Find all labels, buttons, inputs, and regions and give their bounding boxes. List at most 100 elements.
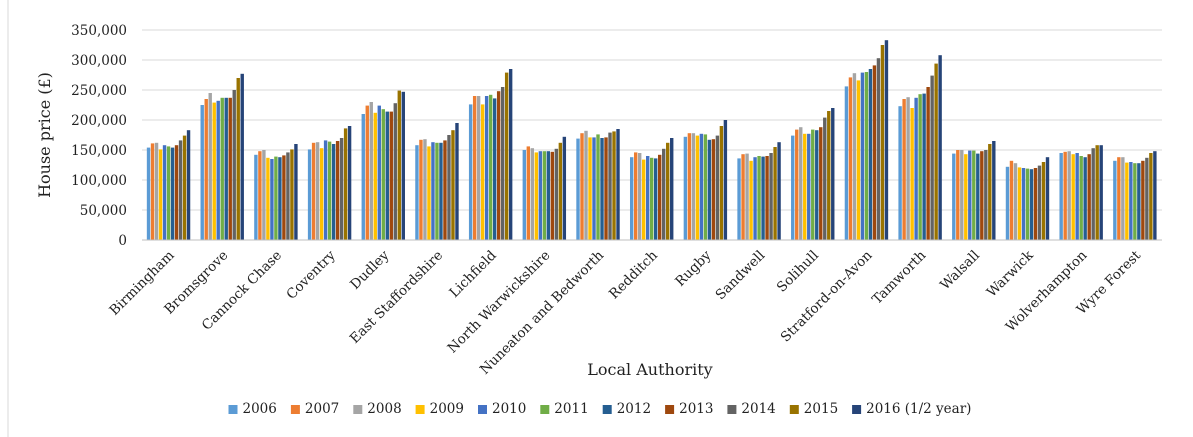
bar xyxy=(773,147,777,240)
y-tick-label: 250,000 xyxy=(71,83,127,99)
bar xyxy=(216,100,220,240)
bar xyxy=(208,93,212,240)
bar xyxy=(270,159,274,240)
bar xyxy=(596,134,600,240)
legend-label: 2006 xyxy=(243,401,277,417)
bar xyxy=(811,129,815,240)
bar xyxy=(1153,151,1157,240)
bar xyxy=(1095,145,1099,240)
bar xyxy=(699,133,704,240)
bar xyxy=(286,152,290,240)
bar xyxy=(393,103,397,240)
legend-item: 2006 xyxy=(228,401,277,417)
bar xyxy=(1137,163,1141,240)
bar xyxy=(232,90,236,240)
bar xyxy=(769,153,773,240)
bar xyxy=(976,153,980,240)
bars xyxy=(146,40,1157,241)
bar xyxy=(642,159,646,240)
bar xyxy=(972,150,976,240)
bar xyxy=(872,65,877,241)
bar xyxy=(926,87,930,240)
bar xyxy=(472,96,477,240)
bar xyxy=(500,87,505,240)
bar xyxy=(496,91,501,240)
bar xyxy=(576,138,580,240)
bar xyxy=(938,55,942,241)
bar xyxy=(480,104,485,241)
bar xyxy=(616,129,620,240)
legend-swatch xyxy=(852,405,862,414)
bar xyxy=(343,128,348,240)
bar xyxy=(757,156,761,240)
bar xyxy=(546,151,551,240)
bar xyxy=(848,77,853,241)
bar xyxy=(550,151,555,240)
bar xyxy=(381,109,385,240)
bar xyxy=(745,153,749,240)
bar xyxy=(984,150,988,240)
bar xyxy=(1083,157,1087,240)
bar xyxy=(952,153,956,240)
bar xyxy=(488,94,493,240)
bar xyxy=(1079,156,1083,240)
bar xyxy=(1037,165,1042,240)
bar xyxy=(988,144,992,240)
bar xyxy=(1121,157,1125,240)
bar xyxy=(455,123,459,240)
legend-label: 2016 (1/2 year) xyxy=(866,401,971,417)
bar xyxy=(397,90,401,240)
bar xyxy=(389,111,393,240)
bar xyxy=(1091,148,1095,240)
bar xyxy=(361,114,365,240)
bar xyxy=(401,91,405,240)
bar xyxy=(170,147,175,240)
bar xyxy=(683,136,688,240)
bar xyxy=(158,149,163,240)
bar xyxy=(737,158,741,240)
bar xyxy=(868,69,873,240)
legend-label: 2010 xyxy=(492,401,526,417)
bar xyxy=(1133,163,1137,240)
bar xyxy=(315,142,320,240)
bar xyxy=(258,151,262,240)
bar xyxy=(504,72,509,240)
bar xyxy=(369,102,373,240)
bar xyxy=(492,98,497,241)
legend-swatch xyxy=(478,405,487,414)
bar xyxy=(1009,160,1014,240)
bar xyxy=(777,142,781,240)
bar xyxy=(1071,154,1075,240)
bar xyxy=(282,155,286,240)
bar xyxy=(884,40,889,241)
bar xyxy=(654,158,658,240)
y-axis-title: House price (£) xyxy=(35,72,54,198)
bar xyxy=(670,138,674,240)
bar xyxy=(339,138,344,240)
bar xyxy=(1041,162,1046,240)
bar xyxy=(290,149,294,240)
legend-label: 2007 xyxy=(305,401,339,417)
legend-swatch xyxy=(540,405,550,414)
bar xyxy=(1021,168,1026,240)
bar xyxy=(427,146,431,240)
bar xyxy=(262,150,266,240)
bar xyxy=(968,150,972,240)
bar xyxy=(468,104,473,241)
bar xyxy=(827,111,831,240)
bar xyxy=(608,132,612,240)
bar xyxy=(1017,167,1022,240)
bar xyxy=(922,93,926,240)
legend-swatch xyxy=(727,405,737,414)
bar xyxy=(831,108,835,240)
y-tick-label: 350,000 xyxy=(71,23,127,39)
bar xyxy=(1117,157,1121,240)
bar xyxy=(650,157,654,240)
bar xyxy=(980,151,984,240)
bar xyxy=(1029,169,1034,240)
y-tick-label: 50,000 xyxy=(80,203,127,219)
legend-label: 2014 xyxy=(741,401,775,417)
bar xyxy=(666,142,670,240)
bar xyxy=(1005,166,1010,240)
bar xyxy=(385,111,389,240)
